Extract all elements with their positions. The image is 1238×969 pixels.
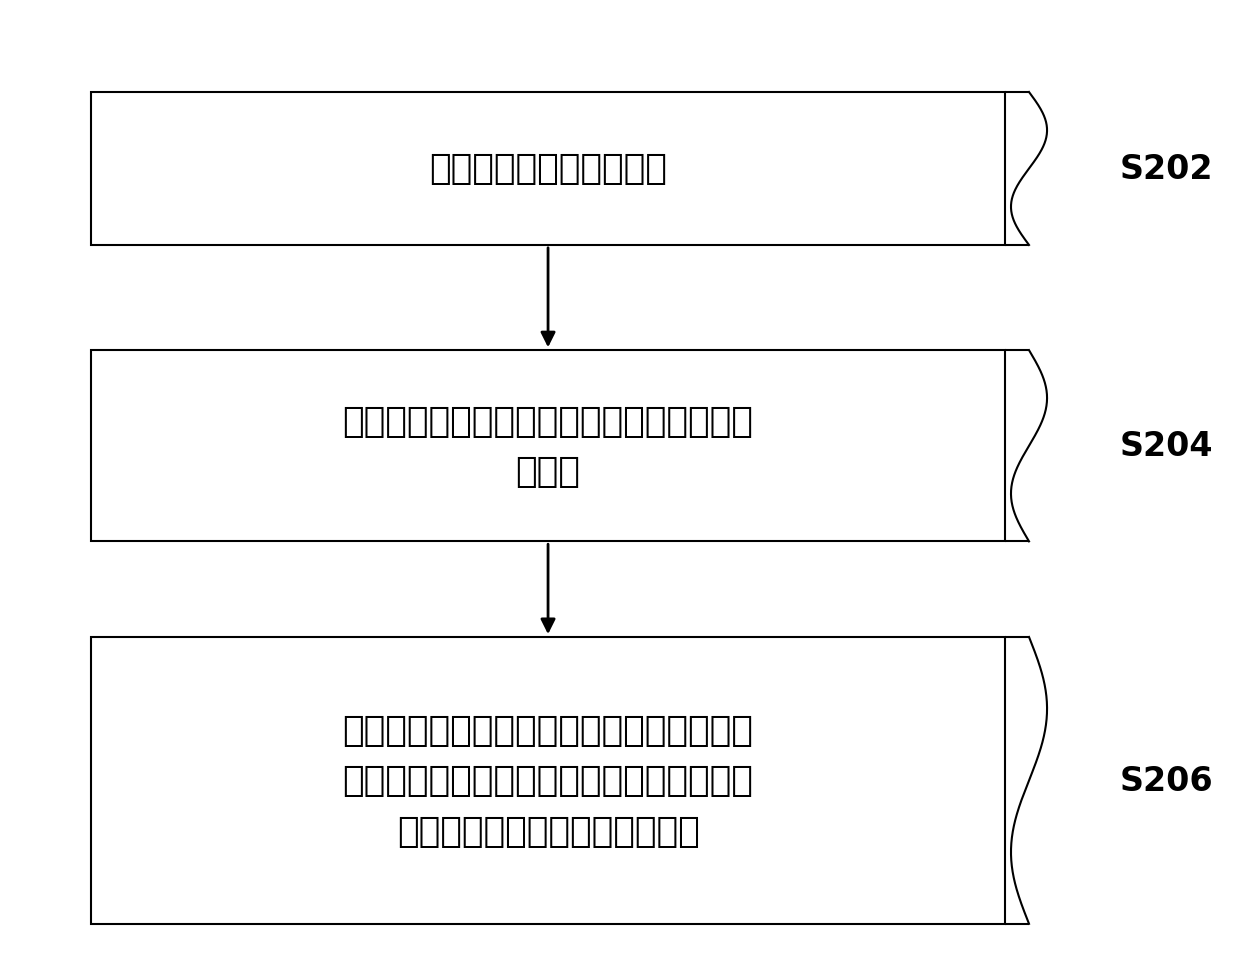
Text: 将染色体的适应度值与种群的最优个体的适
应度值进行比较，依据比较结果对染色体的
编码进行调整，直至得到最优解: 将染色体的适应度值与种群的最优个体的适 应度值进行比较，依据比较结果对染色体的 … [343, 713, 754, 848]
FancyBboxPatch shape [92, 638, 1005, 923]
Text: 对种群的染色体进行测量，确定染色体的适
应度值: 对种群的染色体进行测量，确定染色体的适 应度值 [343, 404, 754, 488]
Text: S202: S202 [1119, 153, 1213, 186]
Text: 构造量子遗传算法的种群: 构造量子遗传算法的种群 [430, 152, 667, 186]
Text: S204: S204 [1119, 430, 1213, 463]
FancyBboxPatch shape [92, 351, 1005, 542]
FancyBboxPatch shape [92, 93, 1005, 246]
Text: S206: S206 [1119, 765, 1213, 797]
